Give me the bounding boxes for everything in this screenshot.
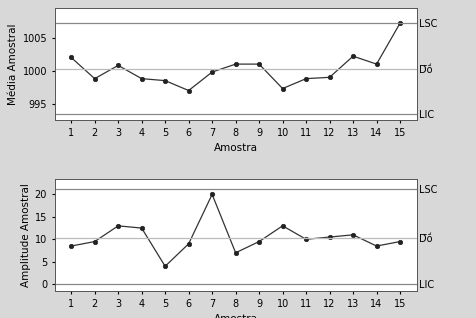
Y-axis label: Média Amostral: Média Amostral [8,23,18,105]
X-axis label: Amostra: Amostra [214,143,258,154]
Y-axis label: Amplitude Amostral: Amplitude Amostral [20,183,30,287]
X-axis label: Amostra: Amostra [214,314,258,318]
